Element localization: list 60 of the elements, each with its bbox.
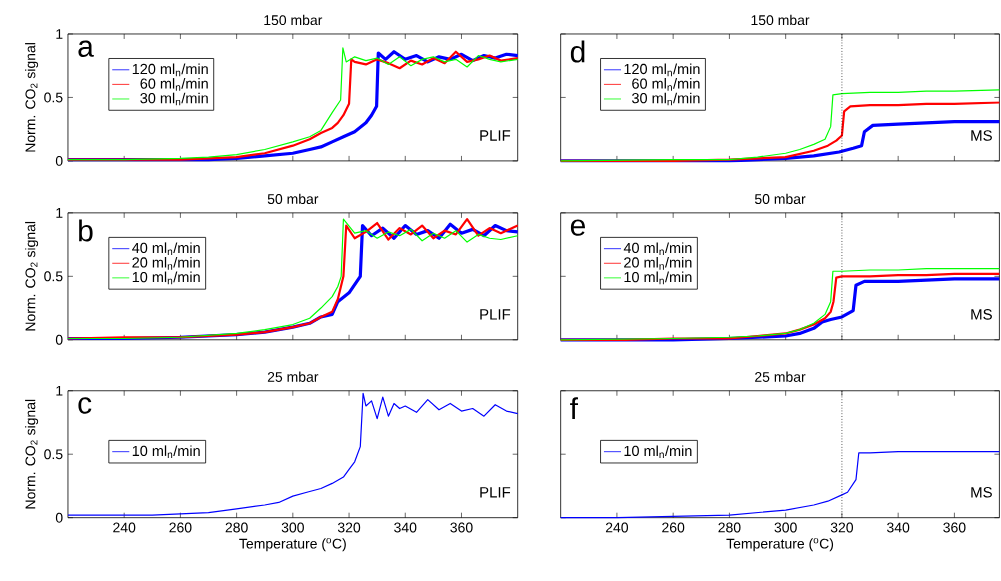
x-tick-label: 360: [450, 522, 473, 533]
legend-label: 30 ml$_{n}$/min: [632, 92, 700, 106]
x-tick-label: 340: [394, 522, 417, 533]
legend-label: 40 ml$_{n}$/min: [132, 242, 200, 256]
legend-label: 20 ml$_{n}$/min: [132, 257, 200, 270]
chart-title: 50 mbar: [754, 193, 806, 205]
legend-label: 10 ml$_{n}$/min: [624, 445, 692, 459]
chart-title: 25 mbar: [267, 371, 319, 383]
y-tick-label: 0.5: [44, 449, 63, 460]
x-tick-label: 260: [169, 522, 192, 533]
annotation: MS: [971, 130, 992, 141]
legend-label: 10 ml$_{n}$/min: [132, 271, 200, 285]
annotation: MS: [971, 487, 992, 498]
y-tick-label: 0: [55, 156, 63, 167]
legend-label: 30 ml$_{n}$/min: [140, 92, 208, 106]
x-tick-label: 240: [113, 522, 136, 533]
y-tick-label: 1: [56, 386, 63, 396]
x-tick-label: 320: [337, 522, 361, 533]
legend-label: 10 ml$_{n}$/min: [132, 445, 200, 459]
annotation: f: [570, 397, 579, 420]
y-tick-label: 1: [56, 29, 63, 39]
legend-label: 120 ml$_{n}$/min: [132, 63, 208, 77]
annotation: d: [570, 40, 585, 63]
legend-label: 40 ml$_{n}$/min: [623, 242, 692, 256]
x-tick-label: 300: [281, 522, 304, 533]
x-tick-label: 360: [943, 522, 966, 533]
y-axis-title: Norm. CO$_{2}$ signal: [25, 400, 39, 509]
legend-label: 120 ml$_{n}$/min: [624, 63, 700, 77]
legend-label: 20 ml$_{n}$/min: [624, 257, 692, 270]
x-tick-label: 320: [830, 522, 854, 533]
annotation: a: [78, 40, 94, 58]
x-tick-label: 300: [774, 522, 797, 533]
y-tick-label: 0: [55, 512, 63, 523]
annotation: e: [570, 219, 585, 237]
y-axis-title: Norm. CO$_{2}$ signal: [25, 43, 39, 152]
x-tick-label: 260: [662, 522, 685, 533]
x-tick-label: 340: [887, 522, 910, 533]
y-tick-label: 0.5: [44, 271, 63, 282]
x-axis-title: Temperature ($^{o}$C): [726, 538, 834, 552]
annotation: PLIF: [480, 130, 511, 141]
x-tick-label: 280: [718, 522, 741, 533]
chart-title: 50 mbar: [267, 193, 319, 205]
chart-title: 150 mbar: [264, 15, 323, 26]
annotation: MS: [971, 309, 992, 320]
legend-label: 60 ml$_{n}$/min: [140, 78, 208, 91]
y-tick-label: 1: [56, 208, 63, 218]
annotation: PLIF: [480, 309, 511, 320]
annotation: c: [78, 397, 92, 414]
legend-label: 60 ml$_{n}$/min: [632, 78, 700, 91]
x-tick-label: 280: [225, 522, 248, 533]
annotation: PLIF: [480, 487, 511, 498]
x-axis-title: Temperature ($^{o}$C): [239, 538, 346, 552]
y-tick-label: 0.5: [44, 92, 63, 103]
x-tick-label: 240: [605, 522, 629, 533]
y-tick-label: 0: [55, 334, 63, 345]
legend-label: 10 ml$_{n}$/min: [624, 271, 692, 285]
chart-title: 25 mbar: [755, 371, 806, 383]
annotation: b: [79, 219, 93, 242]
chart-title: 150 mbar: [751, 15, 810, 26]
y-axis-title: Norm. CO$_{2}$ signal: [25, 222, 39, 331]
